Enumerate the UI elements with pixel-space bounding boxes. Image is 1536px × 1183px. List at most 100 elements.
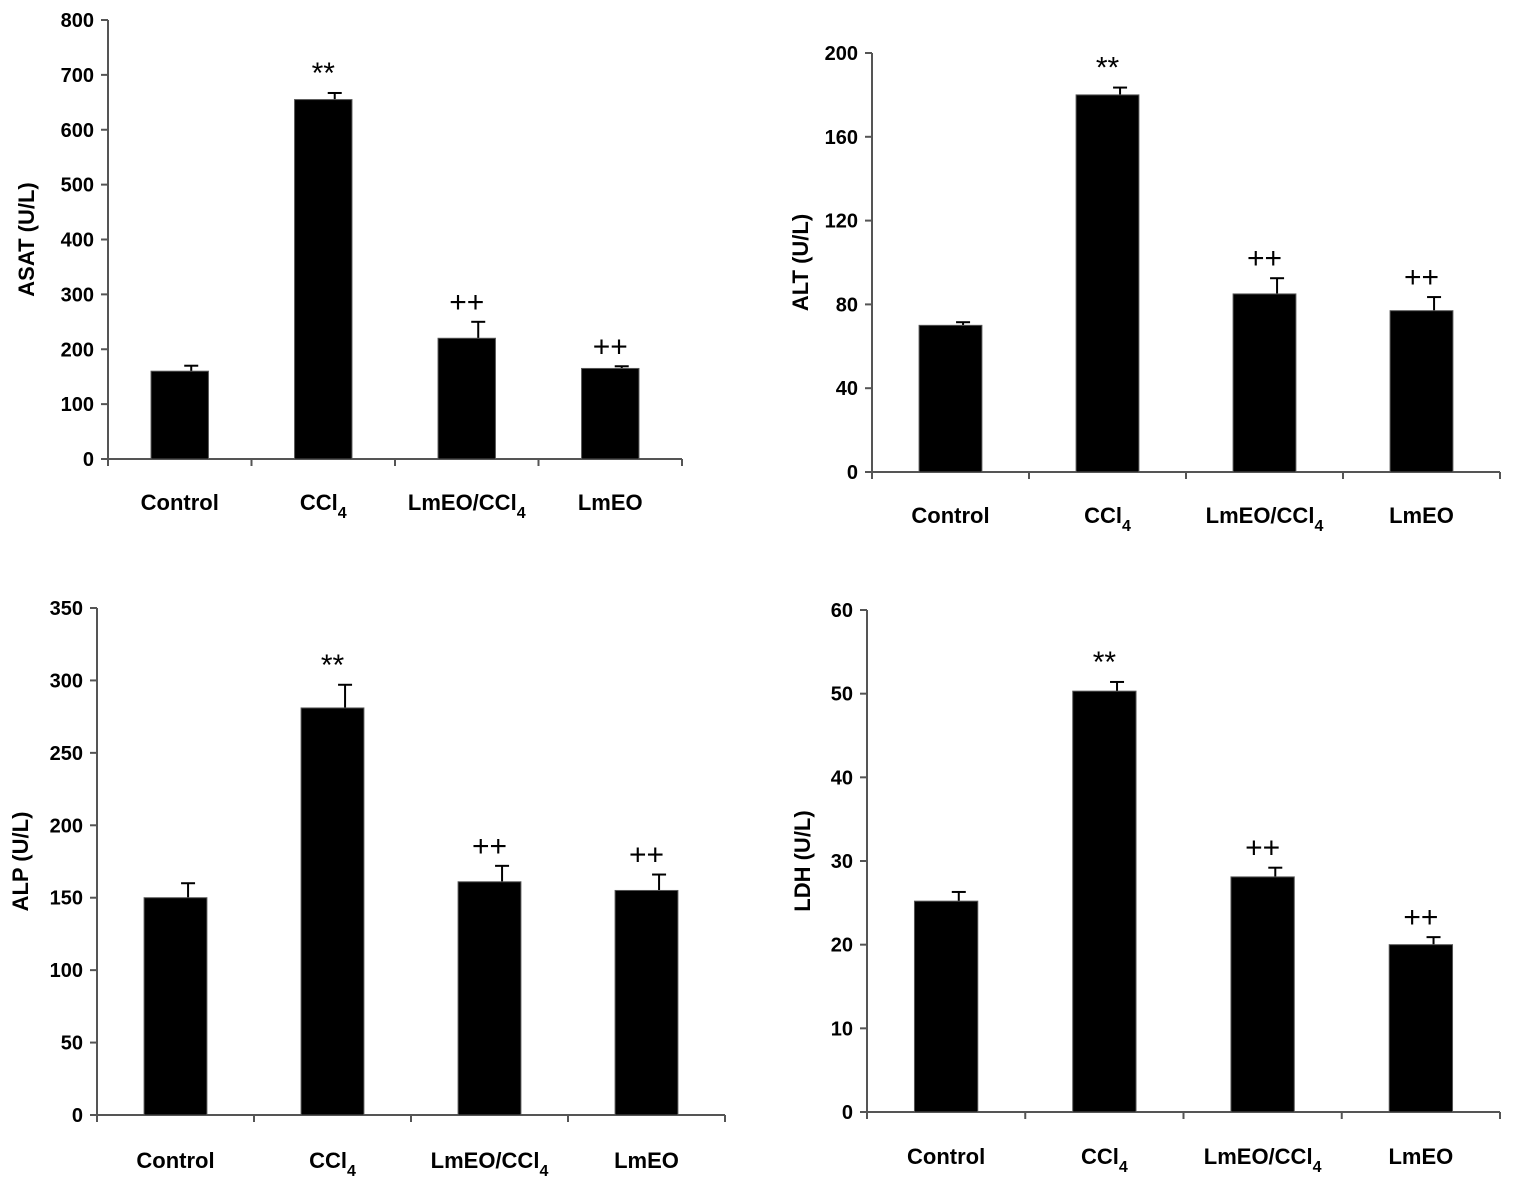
x-category-main: CCl (1081, 1144, 1119, 1169)
y-axis-label: ALT (U/L) (788, 214, 813, 311)
y-tick-label: 0 (842, 1102, 853, 1124)
bar (150, 370, 209, 460)
x-category-label: LmEO (578, 490, 643, 515)
x-category-subscript: 4 (1119, 1159, 1128, 1176)
bar (437, 337, 496, 460)
x-category-label: Control (907, 1144, 985, 1169)
y-tick-label: 200 (825, 43, 858, 65)
x-category-label: LmEO (1388, 1144, 1453, 1169)
x-category-main: CCl (309, 1148, 347, 1173)
y-tick-label: 200 (61, 339, 94, 361)
y-axis-label: LDH (U/L) (790, 810, 815, 911)
y-tick-label: 80 (836, 294, 858, 316)
x-category-label: LmEO (1389, 503, 1454, 528)
x-category-main: Control (907, 1144, 985, 1169)
y-tick-label: 50 (61, 1033, 83, 1055)
significance-label: ** (1093, 646, 1117, 679)
y-tick-label: 0 (847, 462, 858, 484)
bar (918, 324, 983, 473)
x-category-label: Control (141, 490, 219, 515)
x-category-label: LmEO/CCl4 (1204, 1144, 1322, 1176)
x-category-main: Control (911, 503, 989, 528)
y-axis-label: ALP (U/L) (8, 812, 33, 912)
x-category-main: Control (141, 490, 219, 515)
x-category-main: LmEO (1388, 1144, 1453, 1169)
significance-label: ++ (1404, 261, 1439, 294)
y-tick-label: 300 (61, 284, 94, 306)
significance-label: ++ (1403, 901, 1438, 934)
bar (1075, 94, 1140, 473)
bar (614, 889, 679, 1116)
y-tick-label: 20 (831, 935, 853, 957)
x-category-main: LmEO (614, 1148, 679, 1173)
y-tick-label: 700 (61, 65, 94, 87)
bar (581, 367, 640, 460)
x-category-subscript: 4 (347, 1163, 356, 1180)
chart-panel-asat: 0 100 200 300 400 500 600 700 800 ASAT (U/L) Contr… (14, 10, 683, 522)
x-category-main: CCl (300, 490, 338, 515)
significance-label: ++ (472, 830, 507, 863)
significance-label: ++ (629, 839, 664, 872)
y-tick-label: 160 (825, 127, 858, 149)
significance-label: ** (321, 649, 345, 682)
y-tick-label: 120 (825, 211, 858, 233)
x-category-main: LmEO/CCl (431, 1148, 540, 1173)
x-category-label: LmEO/CCl4 (408, 490, 526, 522)
chart-panel-alp: 0 50 100 150 200 250 300 350 ALP (U/L) Control ** C… (8, 598, 726, 1180)
x-category-main: CCl (1084, 503, 1122, 528)
bar (1388, 944, 1454, 1113)
y-tick-label: 40 (831, 767, 853, 789)
x-category-subscript: 4 (1314, 518, 1323, 535)
x-category-label: Control (911, 503, 989, 528)
y-tick-label: 800 (61, 10, 94, 32)
y-tick-label: 600 (61, 120, 94, 142)
significance-label: ** (312, 57, 336, 90)
y-tick-label: 0 (83, 449, 94, 471)
x-category-label: CCl4 (1081, 1144, 1128, 1176)
x-category-label: CCl4 (309, 1148, 356, 1180)
x-category-label: Control (136, 1148, 214, 1173)
bar (1389, 310, 1454, 473)
y-tick-label: 60 (831, 600, 853, 622)
y-tick-label: 0 (72, 1105, 83, 1127)
bar (457, 881, 522, 1116)
x-category-label: CCl4 (1084, 503, 1131, 535)
bar (913, 900, 979, 1113)
y-tick-label: 300 (50, 670, 83, 692)
x-category-subscript: 4 (517, 505, 526, 522)
x-category-label: CCl4 (300, 490, 347, 522)
y-tick-label: 150 (50, 888, 83, 910)
x-category-subscript: 4 (1313, 1159, 1322, 1176)
x-category-main: LmEO (578, 490, 643, 515)
x-category-label: LmEO/CCl4 (1206, 503, 1324, 535)
bar (1230, 876, 1295, 1113)
y-tick-label: 250 (50, 743, 83, 765)
significance-label: ++ (593, 330, 628, 363)
y-tick-label: 500 (61, 175, 94, 197)
x-category-main: LmEO (1389, 503, 1454, 528)
x-category-label: LmEO (614, 1148, 679, 1173)
significance-label: ** (1096, 52, 1120, 85)
x-category-main: LmEO/CCl (1206, 503, 1315, 528)
y-tick-label: 200 (50, 815, 83, 837)
x-category-subscript: 4 (338, 505, 347, 522)
x-category-main: LmEO/CCl (1204, 1144, 1313, 1169)
y-tick-label: 350 (50, 598, 83, 620)
y-tick-label: 100 (61, 394, 94, 416)
x-category-main: Control (136, 1148, 214, 1173)
x-category-main: LmEO/CCl (408, 490, 517, 515)
bar (1072, 690, 1137, 1113)
bar (1232, 293, 1297, 473)
y-tick-label: 10 (831, 1018, 853, 1040)
y-tick-label: 30 (831, 851, 853, 873)
x-category-subscript: 4 (1122, 518, 1131, 535)
significance-label: ++ (449, 286, 484, 319)
significance-label: ++ (1247, 242, 1282, 275)
x-category-subscript: 4 (539, 1163, 548, 1180)
bar (300, 707, 365, 1116)
significance-label: ++ (1245, 832, 1280, 865)
y-tick-label: 100 (50, 960, 83, 982)
